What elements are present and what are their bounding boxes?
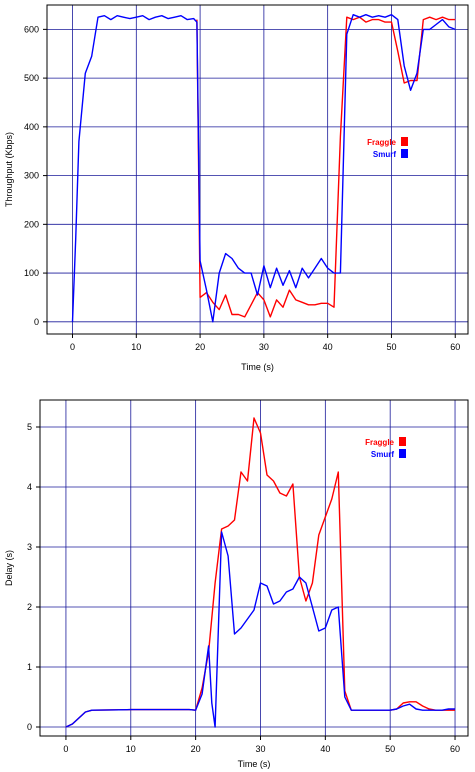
delay-legend-smurf-label: Smurf [371,450,394,459]
throughput-x-axis-label: Time (s) [241,362,274,372]
throughput-legend-smurf-swatch [401,149,408,158]
throughput-y-axis-label: Throughput (Kbps) [4,132,14,207]
delay-legend-fraggle-swatch [399,437,406,446]
throughput-series-fraggle-line [196,16,456,318]
throughput-x-tick-label: 40 [323,342,333,352]
delay-y-tick-label: 5 [27,422,32,432]
delay-y-tick-label: 3 [27,542,32,552]
delay-x-tick-label: 60 [450,744,460,754]
delay-x-tick-label: 20 [191,744,201,754]
throughput-y-tick-label: 500 [24,73,39,83]
throughput-legend-fraggle-swatch [401,137,408,146]
delay-y-axis-label: Delay (s) [4,550,14,586]
throughput-y-tick-label: 300 [24,171,39,181]
throughput-y-tick-label: 400 [24,122,39,132]
throughput-x-tick-label: 20 [195,342,205,352]
throughput-y-tick-label: 0 [34,317,39,327]
delay-y-tick-label: 0 [27,722,32,732]
throughput-plot-frame [46,4,469,335]
throughput-legend-smurf-label: Smurf [373,150,396,159]
throughput-x-tick-label: 0 [70,342,75,352]
delay-legend-smurf-swatch [399,449,406,458]
delay-y-tick-label: 2 [27,602,32,612]
throughput-y-tick-label: 200 [24,219,39,229]
delay-x-tick-label: 50 [385,744,395,754]
delay-chart: 0 10 20 30 40 50 60 0 1 2 3 4 5 Time (s) Delay (s) Frag… [4,399,469,769]
delay-series-smurf-line [65,531,455,728]
throughput-y-tick-label: 600 [24,24,39,34]
delay-x-tick-label: 0 [63,744,68,754]
delay-y-tick-label: 1 [27,662,32,672]
throughput-x-tick-label: 50 [386,342,396,352]
throughput-series-smurf-line [71,13,456,323]
delay-legend-fraggle-label: Fraggle [365,438,394,447]
delay-plot-frame [39,399,469,737]
delay-x-tick-label: 10 [126,744,136,754]
throughput-y-tick-label: 100 [24,268,39,278]
throughput-x-tick-label: 60 [450,342,460,352]
delay-x-axis-label: Time (s) [238,759,271,769]
throughput-x-tick-label: 30 [259,342,269,352]
throughput-x-tick-label: 10 [131,342,141,352]
delay-x-tick-label: 30 [255,744,265,754]
delay-y-tick-label: 4 [27,482,32,492]
throughput-legend-fraggle-label: Fraggle [367,138,396,147]
delay-x-tick-label: 40 [320,744,330,754]
